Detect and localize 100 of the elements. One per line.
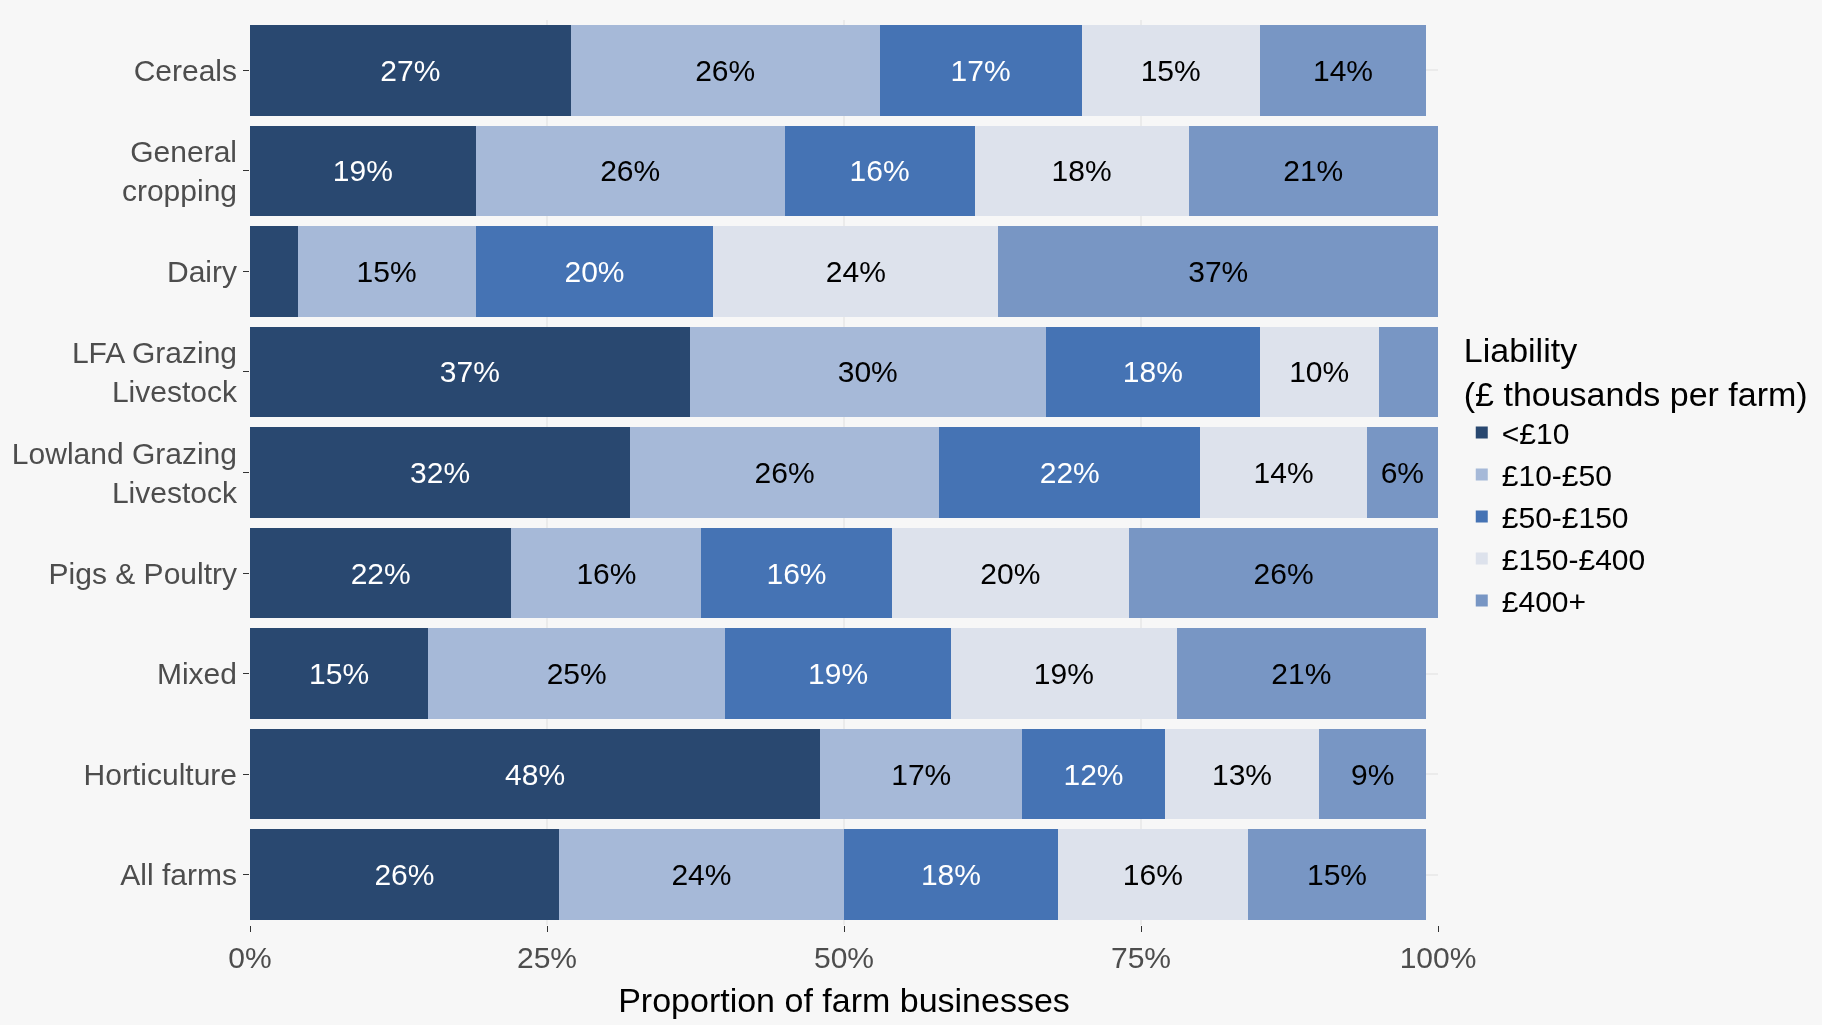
bar — [998, 226, 1438, 317]
legend-title: Liability (£ thousands per farm) — [1463, 331, 1808, 414]
x-tick-label: 100% — [1399, 941, 1477, 974]
bar — [250, 226, 298, 317]
data-label: 10% — [1289, 355, 1350, 389]
data-label: 9% — [1350, 757, 1395, 791]
data-label: 27% — [380, 53, 441, 87]
data-label: 14% — [1253, 456, 1314, 489]
data-label: 18% — [920, 858, 981, 892]
bar — [1176, 628, 1427, 719]
y-tick-label: General cropping — [121, 134, 237, 207]
data-label: 26% — [695, 53, 756, 87]
bar — [1129, 527, 1438, 619]
x-tick-label: 75% — [1110, 941, 1172, 974]
legend-label: £400+ — [1501, 585, 1587, 619]
data-label: 13% — [1211, 757, 1272, 791]
data-label: 26% — [754, 456, 815, 489]
bar — [475, 125, 785, 217]
data-label: 16% — [1122, 858, 1183, 892]
data-label: 22% — [1039, 456, 1100, 489]
data-label: 21% — [1271, 657, 1332, 691]
data-label: 48% — [505, 757, 566, 791]
data-label: 12% — [1063, 757, 1124, 791]
data-label: 37% — [1188, 254, 1249, 288]
bar — [630, 427, 940, 518]
bar — [428, 628, 726, 719]
bar — [1057, 829, 1248, 920]
legend-label: £50-£150 — [1501, 501, 1629, 535]
bar — [844, 829, 1058, 920]
bar — [250, 25, 571, 116]
data-label: 16% — [576, 556, 637, 590]
data-label: 21% — [1283, 154, 1344, 188]
bar — [558, 829, 844, 920]
data-label: 15% — [1140, 53, 1201, 87]
data-label: 26% — [600, 154, 661, 188]
data-label: 14% — [1312, 53, 1373, 87]
data-label: 6% — [1380, 456, 1425, 489]
bar — [1164, 728, 1320, 820]
y-tick-label: LFA Grazing Livestock — [71, 335, 238, 408]
legend-label: £150-£400 — [1501, 543, 1646, 577]
bar — [784, 125, 975, 217]
bar — [1200, 427, 1367, 518]
bar — [1045, 326, 1260, 418]
data-label: 16% — [849, 154, 910, 188]
bar — [879, 25, 1082, 116]
bar — [701, 527, 892, 619]
bar — [1366, 427, 1438, 518]
x-tick-label: 0% — [228, 941, 272, 974]
data-label: 19% — [332, 154, 393, 188]
data-label: 19% — [808, 657, 869, 691]
x-axis-title: Proportion of farm businesses — [618, 981, 1070, 1020]
data-label: 26% — [1253, 556, 1314, 590]
data-label: 18% — [1051, 154, 1112, 188]
data-label: 15% — [309, 657, 370, 691]
data-label: 25% — [546, 657, 607, 691]
data-label: 37% — [439, 355, 500, 389]
bar — [950, 628, 1177, 719]
bar — [297, 226, 476, 317]
bar — [250, 427, 631, 518]
bar — [1259, 326, 1379, 418]
bar — [250, 527, 512, 619]
legend-label: £10-£50 — [1501, 459, 1612, 493]
y-tick-label: Horticulture — [83, 757, 237, 791]
bar — [475, 226, 714, 317]
y-tick-label: Lowland Grazing Livestock — [11, 436, 238, 509]
y-tick-label: Cereals — [133, 53, 237, 87]
bar — [939, 427, 1201, 518]
bar — [570, 25, 880, 116]
y-tick-label: Pigs & Poultry — [48, 556, 237, 590]
data-label: 15% — [1307, 858, 1368, 892]
data-label: 26% — [374, 858, 435, 892]
data-label: 17% — [950, 53, 1011, 87]
data-label: 15% — [356, 254, 417, 288]
data-label: 22% — [350, 556, 411, 590]
data-label: 30% — [837, 355, 898, 389]
data-label: 32% — [410, 456, 471, 489]
y-tick-label: Mixed — [156, 657, 237, 691]
data-label: 20% — [564, 254, 625, 288]
bar — [250, 125, 476, 217]
bar — [250, 628, 429, 719]
data-label: 20% — [980, 556, 1041, 590]
bar — [713, 226, 999, 317]
bar — [891, 527, 1130, 619]
bar — [1378, 326, 1438, 418]
bar — [250, 326, 690, 418]
data-label: 18% — [1122, 355, 1183, 389]
bar — [1081, 25, 1260, 116]
bar — [250, 728, 821, 820]
data-label: 24% — [825, 254, 886, 288]
bar — [725, 628, 951, 719]
bar — [1188, 125, 1438, 217]
legend-label: <£10 — [1501, 417, 1570, 451]
bar — [820, 728, 1023, 820]
data-label: 17% — [891, 757, 952, 791]
bar — [511, 527, 702, 619]
bar — [250, 829, 559, 920]
bar — [1022, 728, 1165, 820]
data-label: 24% — [671, 858, 732, 892]
data-label: 16% — [766, 556, 827, 590]
data-label: 19% — [1033, 657, 1094, 691]
